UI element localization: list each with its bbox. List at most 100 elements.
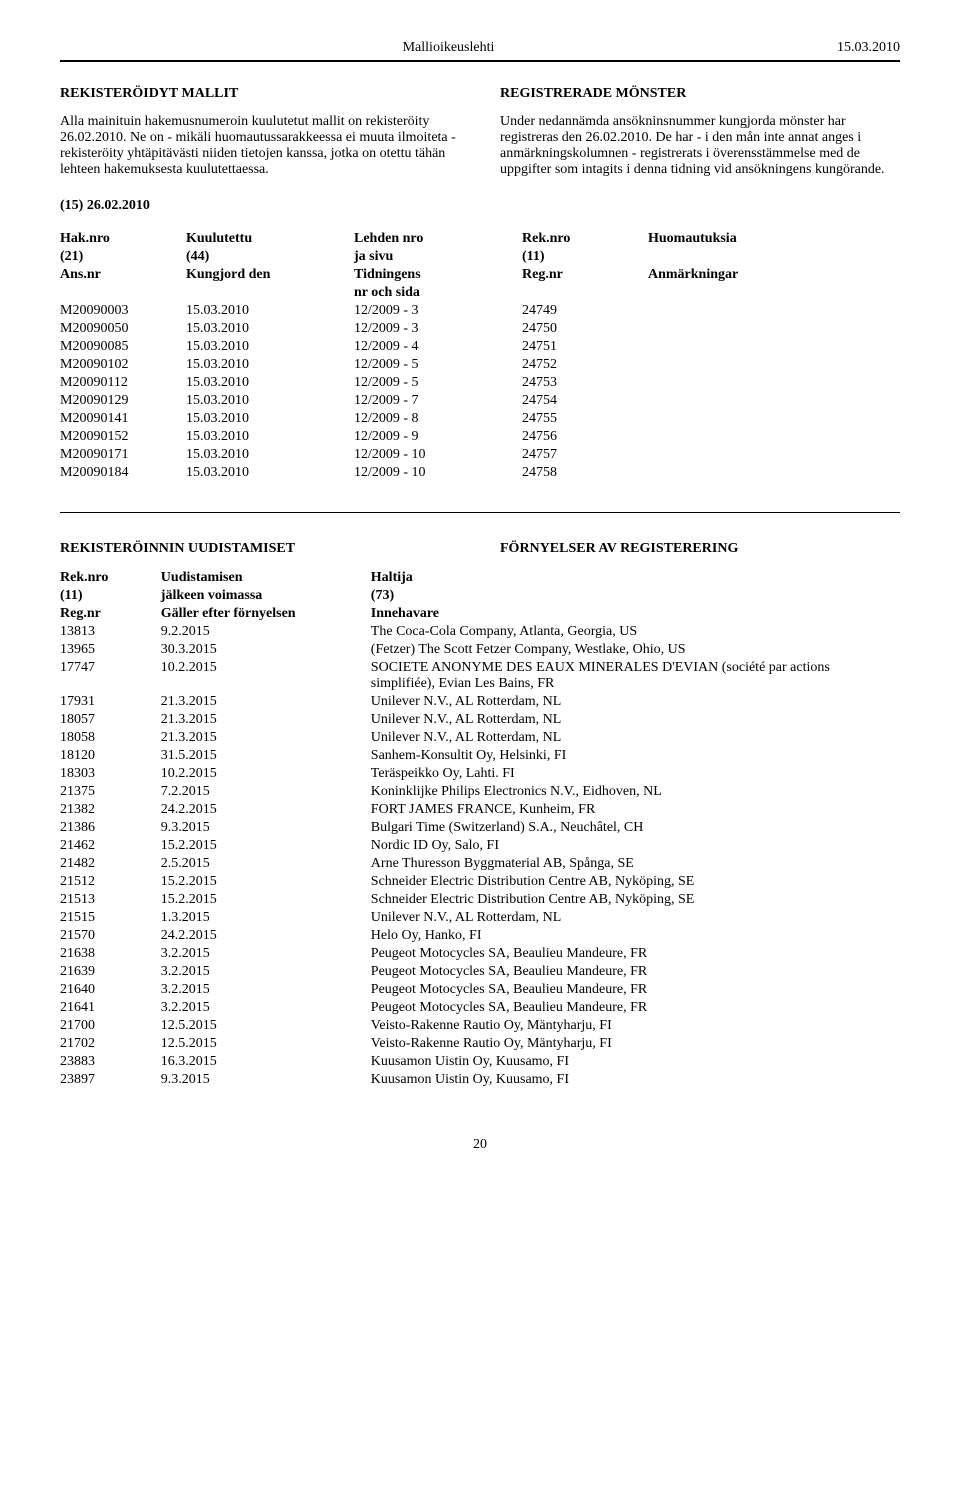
cell-nro: 21702 — [60, 1035, 161, 1053]
table-row: 2151215.2.2015Schneider Electric Distrib… — [60, 873, 900, 891]
cell-uud: 15.2.2015 — [161, 873, 371, 891]
col-rek-2: (11) — [522, 248, 648, 266]
table-row: 1805721.3.2015Unilever N.V., AL Rotterda… — [60, 711, 900, 729]
cell-uud: 31.5.2015 — [161, 747, 371, 765]
cell-uud: 9.3.2015 — [161, 1071, 371, 1089]
cell-nro: 21512 — [60, 873, 161, 891]
cell-nro: 18057 — [60, 711, 161, 729]
cell-hal: Koninklijke Philips Electronics N.V., Ei… — [371, 783, 900, 801]
rcol-nro-1: Rek.nro — [60, 569, 161, 587]
cell-nro: 17931 — [60, 693, 161, 711]
cell-hal: Kuusamon Uistin Oy, Kuusamo, FI — [371, 1053, 900, 1071]
cell-uud: 21.3.2015 — [161, 693, 371, 711]
cell-uud: 7.2.2015 — [161, 783, 371, 801]
cell-nro: 21386 — [60, 819, 161, 837]
cell-rek: 24751 — [522, 338, 648, 356]
cell-uud: 3.2.2015 — [161, 945, 371, 963]
cell-hal: Peugeot Motocycles SA, Beaulieu Mandeure… — [371, 945, 900, 963]
cell-hal: Unilever N.V., AL Rotterdam, NL — [371, 711, 900, 729]
cell-huom — [648, 356, 900, 374]
cell-hal: Peugeot Motocycles SA, Beaulieu Mandeure… — [371, 999, 900, 1017]
cell-nro: 18120 — [60, 747, 161, 765]
table-row: 213869.3.2015Bulgari Time (Switzerland) … — [60, 819, 900, 837]
renewal-headings: REKISTERÖINNIN UUDISTAMISET FÖRNYELSER A… — [60, 541, 900, 557]
cell-leh: 12/2009 - 9 — [354, 428, 522, 446]
cell-uud: 9.3.2015 — [161, 819, 371, 837]
table-row: M2009018415.03.201012/2009 - 1024758 — [60, 464, 900, 482]
cell-huom — [648, 464, 900, 482]
heading-renewals-sv: FÖRNYELSER AV REGISTERERING — [500, 541, 900, 557]
col-rek-3: Reg.nr — [522, 266, 648, 284]
cell-leh: 12/2009 - 4 — [354, 338, 522, 356]
cell-nro: 18058 — [60, 729, 161, 747]
table-row: M2009010215.03.201012/2009 - 524752 — [60, 356, 900, 374]
table-row: 2138224.2.2015FORT JAMES FRANCE, Kunheim… — [60, 801, 900, 819]
cell-rek: 24752 — [522, 356, 648, 374]
table-row: M2009011215.03.201012/2009 - 524753 — [60, 374, 900, 392]
cell-uud: 10.2.2015 — [161, 765, 371, 783]
cell-kuul: 15.03.2010 — [186, 320, 354, 338]
cell-rek: 24749 — [522, 302, 648, 320]
cell-hal: Unilever N.V., AL Rotterdam, NL — [371, 909, 900, 927]
page-title: Mallioikeuslehti — [60, 40, 837, 56]
cell-uud: 21.3.2015 — [161, 711, 371, 729]
cell-hal: Peugeot Motocycles SA, Beaulieu Mandeure… — [371, 963, 900, 981]
table-row: 216383.2.2015Peugeot Motocycles SA, Beau… — [60, 945, 900, 963]
cell-kuul: 15.03.2010 — [186, 302, 354, 320]
cell-hak: M20090171 — [60, 446, 186, 464]
table-row: M2009017115.03.201012/2009 - 1024757 — [60, 446, 900, 464]
rcol-hal-1: Haltija — [371, 569, 900, 587]
divider — [60, 512, 900, 513]
cell-rek: 24758 — [522, 464, 648, 482]
intro-left: REKISTERÖIDYT MALLIT Alla mainituin hake… — [60, 86, 460, 178]
rcol-nro-2: (11) — [60, 587, 161, 605]
table-row: M2009000315.03.201012/2009 - 324749 — [60, 302, 900, 320]
intro-right: REGISTRERADE MÖNSTER Under nedannämda an… — [500, 86, 900, 178]
heading-renewals-fi: REKISTERÖINNIN UUDISTAMISET — [60, 541, 460, 557]
cell-hal: Veisto-Rakenne Rautio Oy, Mäntyharju, FI — [371, 1035, 900, 1053]
cell-huom — [648, 428, 900, 446]
cell-uud: 24.2.2015 — [161, 927, 371, 945]
col-huom-1: Huomautuksia — [648, 230, 900, 248]
cell-nro: 21375 — [60, 783, 161, 801]
table-row: 1805821.3.2015Unilever N.V., AL Rotterda… — [60, 729, 900, 747]
registrations-table: Hak.nro Kuulutettu Lehden nro Rek.nro Hu… — [60, 230, 900, 482]
cell-nro: 21570 — [60, 927, 161, 945]
cell-hal: Unilever N.V., AL Rotterdam, NL — [371, 729, 900, 747]
table-row: 2388316.3.2015Kuusamon Uistin Oy, Kuusam… — [60, 1053, 900, 1071]
cell-rek: 24755 — [522, 410, 648, 428]
cell-hal: Helo Oy, Hanko, FI — [371, 927, 900, 945]
table-row: 216393.2.2015Peugeot Motocycles SA, Beau… — [60, 963, 900, 981]
rcol-uud-2: jälkeen voimassa — [161, 587, 371, 605]
cell-leh: 12/2009 - 10 — [354, 464, 522, 482]
cell-nro: 21462 — [60, 837, 161, 855]
cell-kuul: 15.03.2010 — [186, 338, 354, 356]
cell-nro: 21700 — [60, 1017, 161, 1035]
table-row: 1830310.2.2015Teräspeikko Oy, Lahti. FI — [60, 765, 900, 783]
table-row: M2009005015.03.201012/2009 - 324750 — [60, 320, 900, 338]
table-row: 216413.2.2015Peugeot Motocycles SA, Beau… — [60, 999, 900, 1017]
cell-huom — [648, 374, 900, 392]
cell-hal: FORT JAMES FRANCE, Kunheim, FR — [371, 801, 900, 819]
col-leh-1: Lehden nro — [354, 230, 522, 248]
cell-kuul: 15.03.2010 — [186, 374, 354, 392]
col-kuul-3: Kungjord den — [186, 266, 354, 284]
cell-rek: 24750 — [522, 320, 648, 338]
table-row: 1774710.2.2015SOCIETE ANONYME DES EAUX M… — [60, 659, 900, 693]
rcol-hal-3: Innehavare — [371, 605, 900, 623]
cell-rek: 24757 — [522, 446, 648, 464]
cell-uud: 12.5.2015 — [161, 1017, 371, 1035]
cell-leh: 12/2009 - 3 — [354, 320, 522, 338]
cell-hal: Teräspeikko Oy, Lahti. FI — [371, 765, 900, 783]
cell-huom — [648, 410, 900, 428]
cell-hal: Veisto-Rakenne Rautio Oy, Mäntyharju, FI — [371, 1017, 900, 1035]
cell-leh: 12/2009 - 7 — [354, 392, 522, 410]
cell-hak: M20090003 — [60, 302, 186, 320]
cell-rek: 24756 — [522, 428, 648, 446]
cell-nro: 21638 — [60, 945, 161, 963]
cell-uud: 3.2.2015 — [161, 999, 371, 1017]
cell-hal: Unilever N.V., AL Rotterdam, NL — [371, 693, 900, 711]
rcol-uud-1: Uudistamisen — [161, 569, 371, 587]
rcol-uud-3: Gäller efter förnyelsen — [161, 605, 371, 623]
cell-kuul: 15.03.2010 — [186, 410, 354, 428]
